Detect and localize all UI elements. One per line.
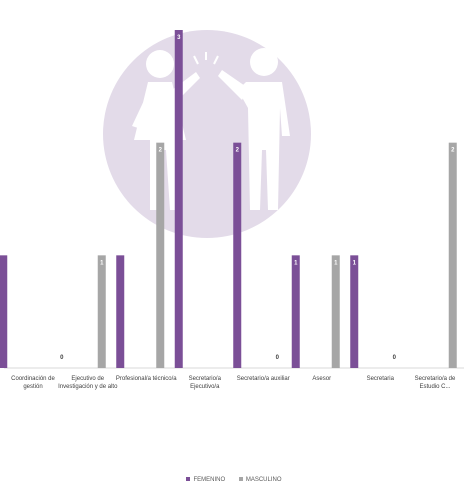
data-label-femenino-5: 1	[294, 260, 298, 266]
category-label-0: Coordinación de gestión	[11, 376, 55, 390]
category-label-6: Secretaria	[366, 376, 394, 382]
legend-label-femenino: FEMENINO	[193, 477, 226, 483]
bar-femenino-4	[233, 142, 242, 368]
data-label-femenino-3: 3	[177, 35, 181, 41]
data-label-masculino-1: 1	[100, 260, 104, 266]
data-label-masculino-6: 0	[393, 355, 397, 361]
category-label-5: Asesor	[312, 376, 332, 382]
bar-masculino-7	[448, 142, 457, 368]
legend-swatch-masculino	[238, 477, 243, 482]
category-label-1: Ejecutivo de Investigación y de alto	[58, 376, 118, 390]
data-label-masculino-7: 2	[451, 148, 455, 154]
category-label-2: Profesional/a técnico/a	[115, 376, 177, 382]
category-label-7: Secretario/a de Estudio C...	[414, 376, 456, 390]
data-label-masculino-5: 1	[334, 260, 338, 266]
category-label-4: Secretario/a auxiliar	[236, 376, 290, 382]
data-label-masculino-4: 0	[276, 355, 280, 361]
legend-item-femenino: FEMENINO	[186, 477, 225, 483]
data-label-femenino-1: 0	[60, 355, 64, 361]
bar-femenino-5	[291, 255, 300, 368]
legend: FEMENINO MASCULINO	[0, 477, 468, 483]
bar-femenino-3	[174, 30, 183, 368]
category-label-3: Secretario/a Ejecutivo/a	[188, 376, 221, 390]
bar-femenino-0	[0, 255, 8, 368]
legend-swatch-femenino	[186, 477, 191, 482]
bar-masculino-2	[156, 142, 165, 368]
bar-femenino-2	[116, 255, 125, 368]
data-label-femenino-6: 1	[353, 260, 357, 266]
bar-masculino-1	[97, 255, 106, 368]
bar-masculino-5	[331, 255, 340, 368]
legend-label-masculino: MASCULINO	[245, 477, 282, 483]
legend-item-masculino: MASCULINO	[238, 477, 282, 483]
data-label-femenino-4: 2	[236, 148, 240, 154]
bar-femenino-6	[350, 255, 359, 368]
data-label-masculino-2: 2	[159, 148, 163, 154]
